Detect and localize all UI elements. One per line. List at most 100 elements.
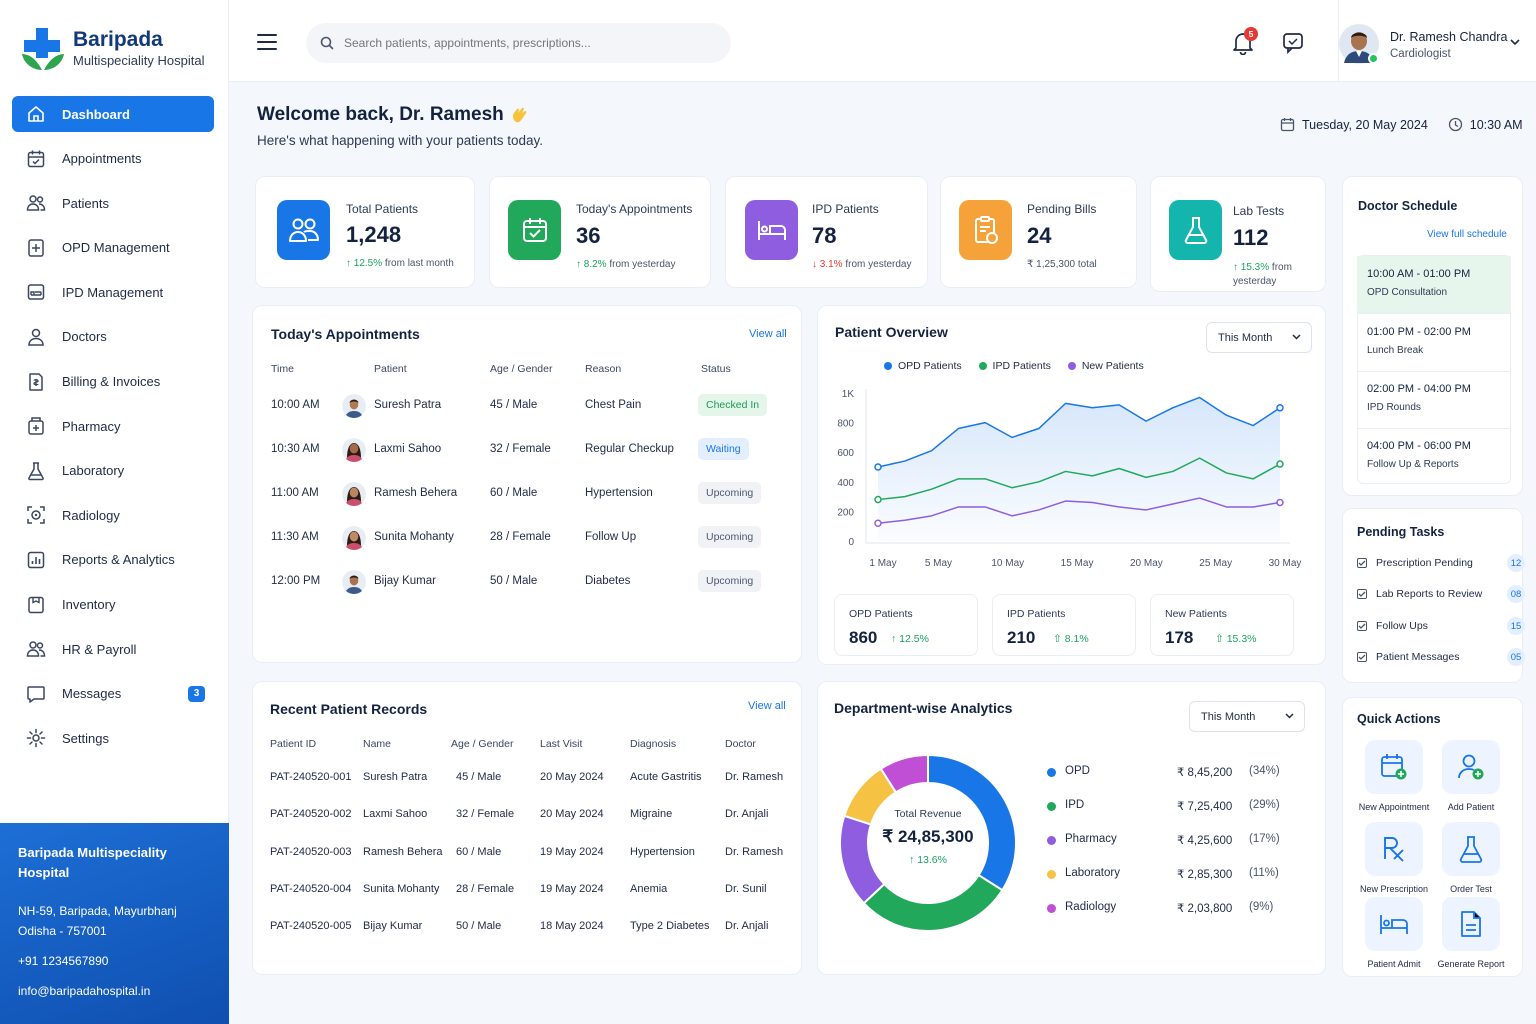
search-bar[interactable] — [306, 23, 731, 63]
task-item[interactable]: Patient Messages 05 — [1357, 647, 1525, 667]
record-age-gender: 60 / Male — [456, 846, 502, 858]
footer-phone[interactable]: +91 1234567890 — [18, 954, 109, 968]
stat-card-pending-bills[interactable]: Pending Bills 24 ₹ 1,25,300 total — [940, 176, 1137, 288]
hospital-logo[interactable]: Baripada Multispeciality Hospital — [18, 24, 205, 74]
quick-action-order-test[interactable]: Order Test — [1431, 822, 1511, 894]
summary-change: ⇧ 15.3% — [1215, 633, 1257, 645]
checkbox-icon[interactable] — [1357, 621, 1367, 631]
sidebar-item-doctors[interactable]: Doctors — [12, 319, 214, 355]
stat-value: 1,248 — [346, 222, 402, 247]
user-info[interactable]: Dr. Ramesh Chandra Cardiologist — [1390, 30, 1507, 60]
sidebar-item-patients[interactable]: Patients — [12, 185, 214, 221]
sidebar-item-label: Billing & Invoices — [62, 374, 161, 390]
records-view-all-link[interactable]: View all — [748, 700, 786, 712]
task-item[interactable]: Lab Reports to Review 08 — [1357, 584, 1525, 604]
task-item[interactable]: Follow Ups 15 — [1357, 616, 1525, 636]
summary-value: 860 — [849, 628, 878, 647]
sidebar-item-pharmacy[interactable]: Pharmacy — [12, 408, 214, 444]
appointments-view-all-link[interactable]: View all — [749, 328, 787, 340]
donut-slice-opd[interactable] — [927, 753, 1017, 892]
department-row[interactable]: IPD ₹ 7,25,400 (29%) — [1047, 799, 1287, 819]
stat-card-ipd-patients[interactable]: IPD Patients 78 ↓ 3.1% from yesterday — [725, 176, 928, 288]
schedule-slot[interactable]: 02:00 PM - 04:00 PM IPD Rounds — [1357, 371, 1511, 429]
schedule-time: 01:00 PM - 02:00 PM — [1367, 326, 1471, 338]
record-name: Bijay Kumar — [363, 920, 423, 932]
search-input[interactable] — [344, 36, 704, 50]
record-name: Suresh Patra — [363, 771, 428, 783]
footer-email[interactable]: info@baripadahospital.in — [18, 984, 151, 998]
sidebar-item-laboratory[interactable]: Laboratory — [12, 453, 214, 489]
schedule-slot[interactable]: 01:00 PM - 02:00 PM Lunch Break — [1357, 314, 1511, 372]
department-row[interactable]: Radiology ₹ 2,03,800 (9%) — [1047, 901, 1287, 921]
sidebar-item-dashboard[interactable]: Dashboard — [12, 96, 214, 132]
quick-action-patient-admit[interactable]: Patient Admit — [1354, 897, 1434, 969]
overview-legend: OPD Patients IPD Patients New Patients — [884, 360, 1144, 372]
user-plus-icon — [1458, 754, 1484, 780]
legend-item-ipd[interactable]: IPD Patients — [978, 360, 1051, 372]
stat-card-lab-tests[interactable]: Lab Tests 112 ↑ 15.3% from yesterday — [1150, 176, 1326, 292]
task-item[interactable]: Prescription Pending 12 — [1357, 553, 1525, 573]
patient-avatar — [342, 526, 366, 550]
user-avatar[interactable] — [1338, 23, 1380, 65]
view-full-schedule-link[interactable]: View full schedule — [1427, 229, 1507, 240]
bed-icon — [26, 282, 46, 302]
series-point-opd-patients — [1276, 404, 1284, 412]
appointment-patient[interactable]: Sunita Mohanty — [374, 531, 454, 543]
welcome-subtitle: Here's what happening with your patients… — [257, 133, 543, 148]
record-age-gender: 50 / Male — [456, 920, 502, 932]
user-menu-chevron-icon[interactable] — [1510, 39, 1520, 46]
top-header: 5 Dr. Ramesh Chandra Cardiologist — [229, 0, 1536, 82]
stat-card-total-patients[interactable]: Total Patients 1,248 ↑ 12.5% from last m… — [255, 176, 475, 288]
stat-card-appointments[interactable]: Today's Appointments 36 ↑ 8.2% from yest… — [489, 176, 711, 288]
quick-action-label: Patient Admit — [1367, 959, 1421, 969]
quick-action-new-prescription[interactable]: New Prescription — [1354, 822, 1434, 894]
hospital-info-panel: Baripada Multispeciality Hospital NH-59,… — [0, 823, 229, 1024]
schedule-slot[interactable]: 10:00 AM - 01:00 PM OPD Consultation — [1357, 256, 1511, 314]
overview-period-select[interactable]: This Month — [1206, 322, 1312, 353]
notification-badge: 5 — [1244, 27, 1258, 41]
schedule-slot[interactable]: 04:00 PM - 06:00 PM Follow Up & Reports — [1357, 428, 1511, 486]
department-period-select[interactable]: This Month — [1189, 701, 1305, 732]
donut-slice-radiology[interactable] — [879, 753, 929, 794]
donut-change: ↑ 13.6% — [909, 854, 947, 866]
chat-icon[interactable] — [1282, 32, 1304, 54]
notification-bell-icon[interactable]: 5 — [1232, 27, 1258, 55]
department-row[interactable]: OPD ₹ 8,45,200 (34%) — [1047, 765, 1287, 785]
appointment-patient[interactable]: Suresh Patra — [374, 399, 442, 411]
quick-action-generate-report[interactable]: Generate Report — [1431, 897, 1511, 969]
checkbox-icon[interactable] — [1357, 589, 1367, 599]
stat-change: ↑ 8.2% from yesterday — [576, 259, 676, 270]
menu-toggle-icon[interactable] — [257, 34, 277, 50]
waving-hand-icon — [512, 107, 527, 123]
sidebar-item-radiology[interactable]: Radiology — [12, 497, 214, 533]
stat-value: 78 — [812, 223, 837, 248]
sidebar-item-inventory[interactable]: Inventory — [12, 587, 214, 623]
legend-item-new[interactable]: New Patients — [1067, 360, 1144, 372]
patient-overview-line-chart: 0 200 400 600 800 1K 1 May 5 May 10 May 15 May 20 … — [837, 389, 1301, 569]
checkbox-icon[interactable] — [1357, 652, 1367, 662]
sidebar-item-reports-analytics[interactable]: Reports & Analytics — [12, 542, 214, 578]
sidebar-item-billing-invoices[interactable]: Billing & Invoices — [12, 364, 214, 400]
quick-action-label: Add Patient — [1447, 802, 1495, 812]
appointment-patient[interactable]: Ramesh Behera — [374, 487, 458, 499]
department-row[interactable]: Laboratory ₹ 2,85,300 (11%) — [1047, 867, 1287, 887]
sidebar-item-messages[interactable]: Messages 3 — [12, 676, 214, 712]
patient-avatar — [342, 438, 366, 462]
appointment-patient[interactable]: Bijay Kumar — [374, 575, 436, 587]
sidebar-item-opd-management[interactable]: OPD Management — [12, 230, 214, 266]
legend-item-opd[interactable]: OPD Patients — [884, 360, 962, 372]
appointment-patient[interactable]: Laxmi Sahoo — [374, 443, 442, 455]
status-badge: Waiting — [698, 438, 749, 460]
quick-action-add-patient[interactable]: Add Patient — [1431, 740, 1511, 812]
task-count: 15 — [1507, 617, 1525, 635]
sidebar-item-settings[interactable]: Settings — [12, 720, 214, 756]
sidebar-item-label: Laboratory — [62, 463, 125, 479]
quick-action-new-appointment[interactable]: New Appointment — [1354, 740, 1434, 812]
sidebar-item-ipd-management[interactable]: IPD Management — [12, 274, 214, 310]
sidebar-item-hr-payroll[interactable]: HR & Payroll — [12, 631, 214, 667]
checkbox-icon[interactable] — [1357, 558, 1367, 568]
department-row[interactable]: Pharmacy ₹ 4,25,600 (17%) — [1047, 833, 1287, 853]
appointment-age-gender: 32 / Female — [490, 443, 551, 455]
sidebar-item-appointments[interactable]: Appointments — [12, 141, 214, 177]
calendar-check-icon — [508, 200, 561, 260]
